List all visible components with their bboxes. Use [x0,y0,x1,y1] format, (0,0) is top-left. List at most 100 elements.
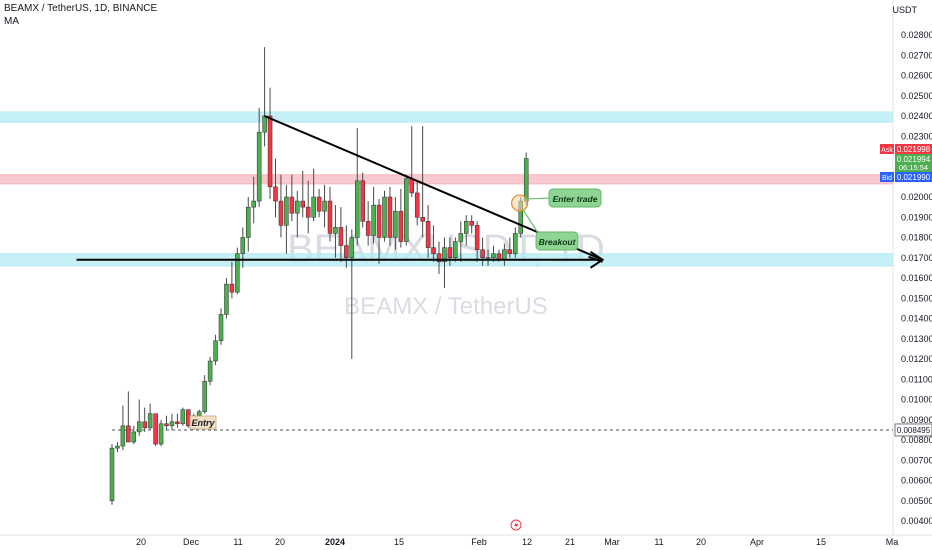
breakout-text: Breakout [539,237,577,247]
candle-body [284,196,289,226]
candle-body [224,283,229,315]
candle-body [442,247,447,263]
bid-price-text: 0.021990 [897,173,931,182]
x-tick-label: 20 [136,537,146,547]
candle-body [393,210,398,238]
candle-body [218,314,224,342]
candle-body [251,200,256,208]
x-tick-label: Ma [886,537,899,547]
candle-body [235,253,240,293]
candle-body [175,421,180,425]
candle-body [474,225,480,250]
candle-body [458,233,464,242]
arrow-head [589,250,605,269]
bid-price-badge [895,172,932,182]
candle-body [414,192,420,218]
candle-body [300,200,305,208]
ask-tag-label: Ask [881,147,893,154]
candle-body [316,196,322,212]
candle-body [349,237,355,258]
zone-resistance-top [0,111,893,123]
candle-body [169,421,175,427]
candle-body [485,257,491,259]
x-tick-label: 11 [233,537,242,547]
candle-body [295,200,300,214]
candle-body [164,423,169,427]
candle-body [289,196,295,214]
candle-body [147,413,153,429]
candle-body [425,221,431,248]
candle-body [523,158,529,202]
candle-body [480,249,485,258]
breakout-pointer [522,208,541,237]
candle-body [409,178,414,194]
candle-body [360,180,365,222]
bid-tag [880,172,894,182]
countdown-text: 06:15:54 [899,163,928,172]
candle-body [431,247,436,254]
last-price-badge [895,154,932,172]
candle-body [202,381,207,412]
candle-body [387,196,393,238]
x-tick-label: Mar [604,537,620,547]
candle-body [153,413,158,445]
candle-body [355,180,360,238]
candle-body [213,340,218,362]
candle-body [371,204,376,236]
lightning-icon [510,519,522,531]
entry-price-text: 0.008495 [897,426,931,435]
x-tick-label: 15 [816,537,826,547]
watermark-name: BEAMX / TetherUS [344,293,548,320]
candle-body [365,221,371,236]
candle-body [322,200,327,212]
candle-body [305,206,311,218]
ask-price-text: 0.021998 [897,145,931,154]
enter-trade-pointer [523,197,553,200]
candle-body [137,421,142,433]
entry-label-text: Entry [191,418,215,428]
ask-price-badge [895,144,932,154]
enter-trade-text: Enter trade [553,194,598,204]
candle-body [131,431,137,443]
candle-body [311,196,316,218]
x-tick-label: Dec [183,537,200,547]
candle-body [262,115,267,133]
entry-label-box [189,415,217,430]
candle-body [180,409,186,425]
trendline-arrow-tip [588,255,603,263]
indicator-label[interactable]: MA [4,16,19,27]
candle-body [447,247,453,258]
y-tick-label: 0.028000 [901,30,932,40]
candle-body [158,423,164,445]
candle-body [142,421,147,429]
enter-trade-callout [548,188,602,208]
candle-body [376,204,382,238]
candle-body [273,186,278,202]
candle-body [398,210,404,242]
candle-body [344,245,349,259]
ask-tag [880,144,894,154]
candle-body [382,196,387,238]
x-tick-label: 11 [654,537,663,547]
candle-body [507,249,513,254]
candle-body [278,200,284,226]
x-tick-label: 2024 [325,537,345,547]
candle-body [327,200,333,234]
